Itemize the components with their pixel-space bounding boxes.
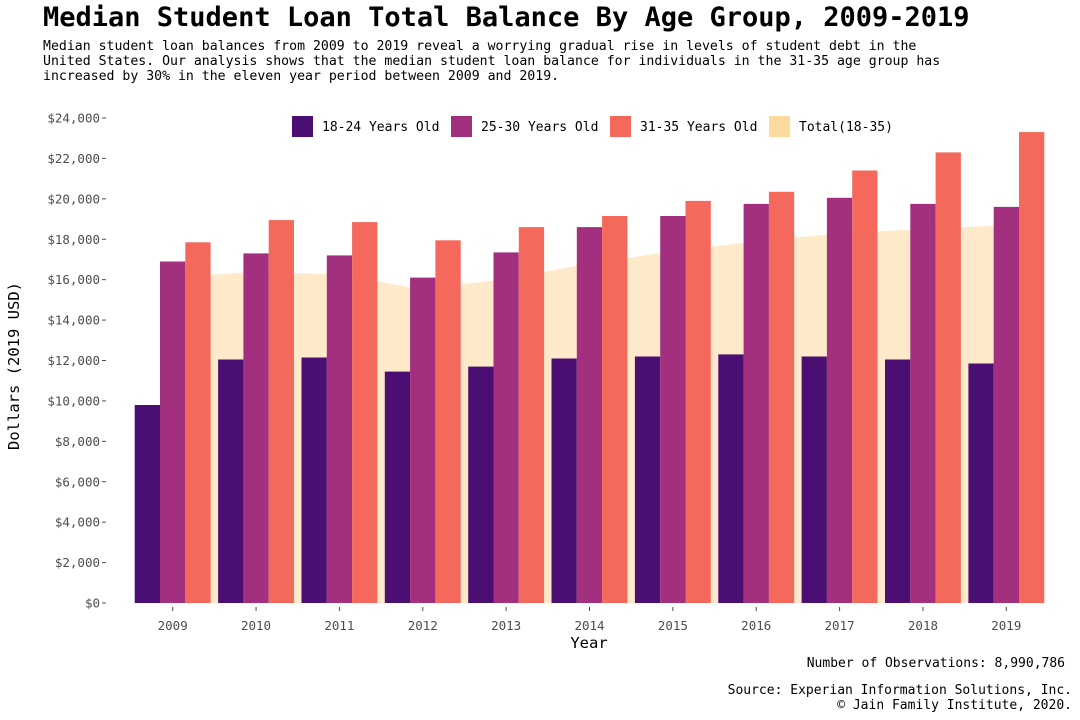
y-axis: $0 $2,000 $4,000 $6,000 $8,000 $10,000 $12,000… [47, 111, 106, 611]
bar-31-35-years-old-2014 [602, 216, 628, 603]
bar-25-30-years-old-2013 [493, 252, 519, 603]
legend: 18-24 Years Old 25-30 Years Old 31-35 Year… [292, 116, 893, 137]
bar-18-24-years-old-2017 [801, 356, 827, 603]
x-tick-label: 2014 [574, 618, 604, 633]
bar-31-35-years-old-2009 [185, 242, 211, 604]
x-tick-label: 2018 [908, 618, 938, 633]
x-tick-label: 2013 [491, 618, 521, 633]
bar-18-24-years-old-2012 [384, 371, 411, 603]
legend-swatch-25-30-years-old [451, 116, 472, 137]
bar-18-24-years-old-2015 [634, 356, 661, 603]
legend-swatch-31-35-years-old [610, 116, 631, 137]
chart-subtitle: Median student loan balances from 2009 t… [43, 39, 941, 84]
legend-label-25-30-years-old: 25-30 Years Old [481, 120, 598, 135]
legend-label-18-24-years-old: 18-24 Years Old [322, 120, 439, 135]
bar-18-24-years-old-2016 [718, 354, 744, 603]
y-tick-label: $18,000 [47, 232, 100, 247]
bar-25-30-years-old-2016 [743, 203, 769, 603]
y-tick-label: $2,000 [55, 555, 100, 570]
copyright-line: © Jain Family Institute, 2020. [837, 697, 1072, 713]
bar-25-30-years-old-2011 [326, 255, 353, 603]
bar-25-30-years-old-2018 [910, 203, 936, 603]
source-note: Source: Experian Information Solutions, … [727, 683, 1072, 713]
bar-18-24-years-old-2019 [968, 363, 994, 603]
y-tick-label: $12,000 [47, 353, 100, 368]
legend-label-total-18-35: Total(18-35) [799, 120, 893, 135]
y-tick-label: $14,000 [47, 313, 100, 328]
bar-25-30-years-old-2010 [243, 253, 269, 603]
x-axis-title: Year [570, 634, 607, 652]
legend-swatch-total-18-35 [769, 116, 790, 137]
bar-25-30-years-old-2009 [160, 261, 186, 603]
x-tick-label: 2017 [825, 618, 855, 633]
bar-31-35-years-old-2016 [768, 191, 795, 604]
x-tick-label: 2010 [241, 618, 271, 633]
legend-label-31-35-years-old: 31-35 Years Old [640, 120, 757, 135]
source-line: Source: Experian Information Solutions, … [727, 683, 1072, 698]
bars-layer [134, 132, 1045, 604]
y-tick-label: $22,000 [47, 151, 100, 166]
y-tick-label: $8,000 [55, 434, 100, 449]
bar-31-35-years-old-2017 [852, 170, 878, 603]
bar-18-24-years-old-2013 [468, 366, 494, 603]
bar-18-24-years-old-2009 [134, 405, 160, 603]
y-tick-label: $6,000 [55, 474, 100, 489]
x-tick-label: 2009 [158, 618, 188, 633]
x-axis: 2009 2010 2011 2012 2013 2014 2015 2016 2017 2018… [158, 607, 1021, 633]
x-tick-label: 2019 [991, 618, 1021, 633]
y-tick-label: $20,000 [47, 191, 100, 206]
bar-18-24-years-old-2011 [301, 357, 327, 603]
y-tick-label: $4,000 [55, 515, 100, 530]
bar-31-35-years-old-2011 [352, 222, 378, 603]
x-tick-label: 2015 [658, 618, 688, 633]
bar-31-35-years-old-2010 [268, 220, 294, 603]
chart-title: Median Student Loan Total Balance By Age… [43, 2, 970, 33]
bar-18-24-years-old-2014 [551, 358, 577, 603]
y-tick-label: $0 [85, 596, 100, 611]
y-tick-label: $24,000 [47, 111, 100, 126]
legend-swatch-18-24-years-old [292, 116, 313, 137]
observations-note: Number of Observations: 8,990,786 [806, 656, 1065, 671]
x-tick-label: 2012 [408, 618, 438, 633]
y-tick-label: $10,000 [47, 393, 100, 408]
y-axis-title: Dollars (2019 USD) [5, 282, 23, 450]
x-tick-label: 2011 [324, 618, 354, 633]
bar-25-30-years-old-2014 [576, 227, 603, 603]
x-tick-label: 2016 [741, 618, 771, 633]
bar-31-35-years-old-2019 [1019, 132, 1045, 603]
bar-25-30-years-old-2019 [993, 206, 1019, 603]
bar-31-35-years-old-2013 [518, 227, 545, 603]
bar-31-35-years-old-2015 [685, 200, 711, 603]
bar-18-24-years-old-2010 [218, 359, 244, 603]
bar-18-24-years-old-2018 [885, 359, 911, 603]
bar-25-30-years-old-2012 [410, 277, 436, 603]
bar-31-35-years-old-2012 [435, 240, 461, 604]
bar-31-35-years-old-2018 [935, 152, 961, 603]
bar-25-30-years-old-2017 [826, 197, 853, 604]
bar-25-30-years-old-2015 [660, 216, 686, 603]
y-tick-label: $16,000 [47, 272, 100, 287]
